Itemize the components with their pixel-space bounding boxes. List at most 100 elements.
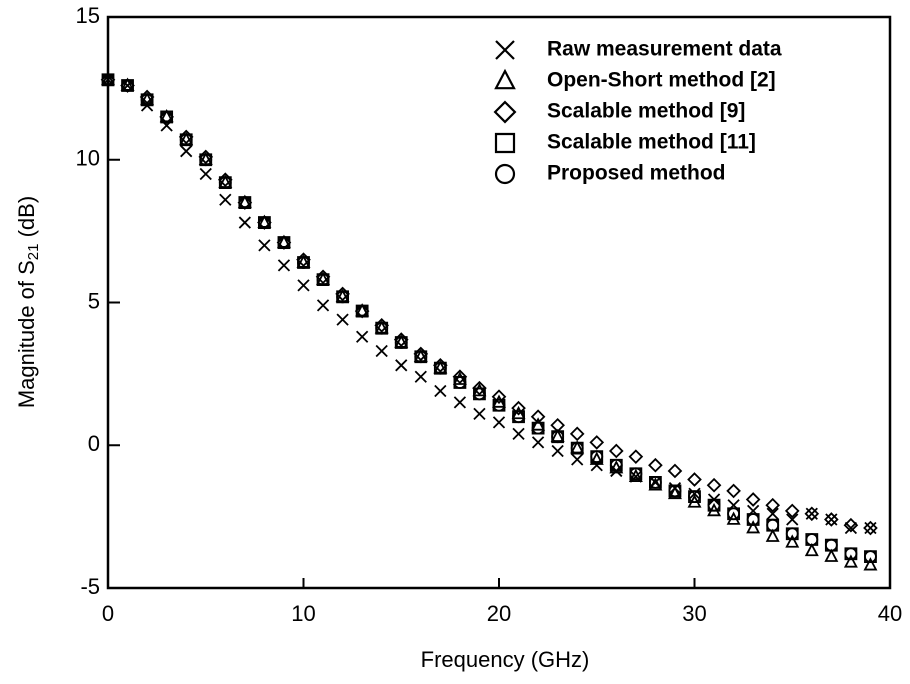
data-point xyxy=(120,77,135,91)
plot-frame xyxy=(106,15,892,590)
data-point xyxy=(843,517,859,533)
data-point xyxy=(375,321,389,335)
data-point xyxy=(473,407,486,420)
x-tick-label: 20 xyxy=(487,601,511,626)
data-point xyxy=(277,259,291,272)
data-point xyxy=(608,443,624,459)
data-point xyxy=(453,396,467,409)
data-point xyxy=(531,421,545,435)
y-tick-label: 5 xyxy=(88,288,100,313)
data-point xyxy=(160,110,174,124)
data-point xyxy=(550,428,565,442)
legend-label: Proposed method xyxy=(547,162,726,185)
data-point xyxy=(551,444,564,458)
data-point xyxy=(569,426,585,442)
data-point xyxy=(237,194,252,208)
data-point xyxy=(628,468,643,482)
data-point xyxy=(492,394,506,408)
data-point xyxy=(864,521,877,535)
data-point xyxy=(121,79,134,92)
data-point xyxy=(863,520,878,536)
legend-marker xyxy=(494,68,516,90)
data-point xyxy=(864,550,877,563)
data-point xyxy=(571,453,584,466)
data-point xyxy=(512,410,525,424)
data-point xyxy=(804,506,820,522)
data-point xyxy=(492,416,506,429)
data-point xyxy=(726,483,741,499)
x-tick-label: 30 xyxy=(682,601,706,626)
data-point xyxy=(180,145,193,158)
data-point xyxy=(668,484,682,498)
data-point xyxy=(706,477,722,493)
y-tick-label: 15 xyxy=(76,3,100,28)
data-point xyxy=(824,512,839,527)
data-point xyxy=(785,527,799,541)
data-point xyxy=(355,304,369,318)
y-tick-label: 0 xyxy=(88,431,100,456)
data-point xyxy=(765,497,781,513)
data-point xyxy=(745,492,761,507)
data-point xyxy=(805,533,819,546)
data-point xyxy=(219,193,232,206)
data-point xyxy=(648,477,663,491)
x-tick-label: 0 xyxy=(102,601,114,626)
data-point xyxy=(356,330,369,343)
data-point xyxy=(649,476,662,489)
legend-label: Open-Short method [2] xyxy=(547,69,776,92)
data-point xyxy=(570,440,585,454)
data-point xyxy=(257,214,272,228)
x-tick-label: 10 xyxy=(291,601,315,626)
y-label-sub: 21 xyxy=(25,244,42,261)
data-point xyxy=(297,279,310,292)
data-point xyxy=(590,450,604,463)
legend-label: Scalable method [9] xyxy=(547,100,745,123)
data-point xyxy=(765,528,780,542)
data-point xyxy=(414,350,428,364)
data-point xyxy=(843,554,858,568)
data-point xyxy=(492,398,506,412)
legend-marker xyxy=(495,40,515,60)
y-tick-label: -5 xyxy=(80,574,100,599)
data-point xyxy=(824,538,838,552)
data-point xyxy=(785,534,800,548)
data-point xyxy=(863,557,878,571)
data-point xyxy=(238,216,251,229)
data-point xyxy=(140,93,154,107)
data-point xyxy=(609,460,624,474)
data-point xyxy=(786,513,799,526)
data-point xyxy=(257,216,271,229)
data-point xyxy=(395,359,408,372)
data-point xyxy=(394,336,408,349)
data-point xyxy=(218,176,232,189)
data-point xyxy=(297,256,310,269)
data-point xyxy=(688,487,701,500)
data-point xyxy=(199,167,212,181)
data-point xyxy=(277,236,291,249)
legend-marker xyxy=(494,163,516,185)
data-point xyxy=(434,384,447,398)
data-point xyxy=(316,299,330,312)
data-point xyxy=(414,370,427,383)
data-point xyxy=(101,73,115,87)
data-point xyxy=(589,435,605,450)
data-point xyxy=(512,427,525,440)
data-point xyxy=(825,513,838,526)
data-point xyxy=(452,369,468,385)
legend-marker xyxy=(493,100,517,124)
y-axis-label: Magnitude of S21 (dB) xyxy=(14,196,42,408)
data-point xyxy=(472,380,487,396)
data-point xyxy=(687,472,702,487)
data-point xyxy=(531,436,545,449)
data-point xyxy=(238,196,252,209)
legend-label: Raw measurement data xyxy=(547,38,782,61)
data-point xyxy=(336,290,350,304)
data-point xyxy=(727,507,740,521)
data-point xyxy=(746,520,761,534)
data-point xyxy=(824,548,839,562)
data-point xyxy=(570,441,584,455)
data-point xyxy=(316,273,330,286)
data-point xyxy=(766,518,780,532)
